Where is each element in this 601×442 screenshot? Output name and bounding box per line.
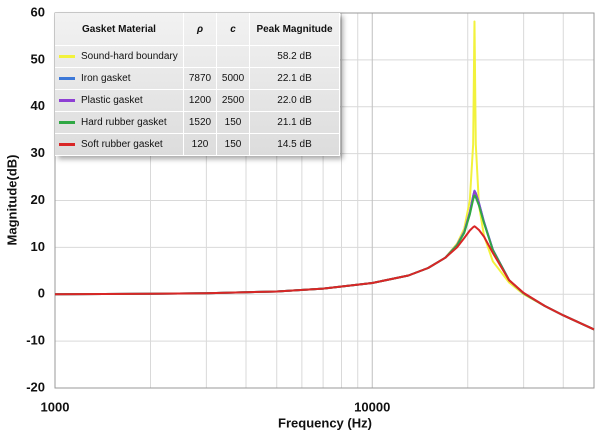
table-cell: 1520 [183, 111, 218, 134]
table-row: Plastic gasket 1200 2500 22.0 dB [55, 89, 340, 112]
table-cell [183, 45, 218, 68]
y-tick-label: 50 [31, 51, 45, 66]
y-tick-label: -20 [26, 379, 45, 394]
table-header: ρ [183, 13, 218, 46]
legend-label: Iron gasket [81, 73, 131, 84]
y-axis-title: Magnitude(dB) [4, 155, 19, 246]
y-tick-label: 60 [31, 4, 45, 19]
legend-swatch [59, 54, 75, 58]
legend-entry: Sound-hard boundary [55, 45, 184, 68]
table-cell: 1200 [183, 89, 218, 112]
table-header: Peak Magnitude [249, 13, 340, 46]
legend-entry: Soft rubber gasket [55, 133, 184, 156]
legend-swatch [59, 98, 75, 102]
table-row: Iron gasket 7870 5000 22.1 dB [55, 67, 340, 90]
table-cell: 14.5 dB [249, 133, 340, 156]
series-line [54, 194, 595, 331]
legend-entry: Hard rubber gasket [55, 111, 184, 134]
table-header: c [216, 13, 251, 46]
table-cell: 22.1 dB [249, 67, 340, 90]
table-cell: 120 [183, 133, 218, 156]
legend-swatch [59, 120, 75, 124]
table-cell: 22.0 dB [249, 89, 340, 112]
x-tick-label: 1000 [41, 399, 70, 414]
series-line [54, 189, 595, 331]
table-cell: 58.2 dB [249, 45, 340, 68]
y-tick-label: 10 [31, 239, 45, 254]
table-cell: 150 [216, 133, 251, 156]
x-tick-label: 10000 [354, 399, 390, 414]
table-cell [216, 45, 251, 68]
table-row: Sound-hard boundary 58.2 dB [55, 45, 340, 68]
x-axis-title: Frequency (Hz) [278, 415, 372, 430]
legend-label: Sound-hard boundary [81, 51, 178, 62]
legend-label: Soft rubber gasket [81, 139, 163, 150]
table-cell: 7870 [183, 67, 218, 90]
legend-table: Gasket Material ρ c Peak Magnitude Sound-har… [55, 13, 340, 156]
legend-swatch [59, 76, 75, 80]
legend-swatch [59, 142, 75, 146]
legend-entry: Iron gasket [55, 67, 184, 90]
series-line [54, 225, 595, 331]
table-row: Hard rubber gasket 1520 150 21.1 dB [55, 111, 340, 134]
legend-entry: Plastic gasket [55, 89, 184, 112]
y-tick-label: 30 [31, 145, 45, 160]
y-tick-label: 20 [31, 192, 45, 207]
table-cell: 5000 [216, 67, 251, 90]
y-tick-label: 40 [31, 98, 45, 113]
y-tick-label: -10 [26, 333, 45, 348]
table-cell: 150 [216, 111, 251, 134]
table-cell: 2500 [216, 89, 251, 112]
legend-label: Plastic gasket [81, 95, 143, 106]
table-cell: 21.1 dB [249, 111, 340, 134]
series-line [54, 190, 595, 331]
y-tick-label: 0 [38, 286, 45, 301]
table-header: Gasket Material [55, 13, 184, 46]
table-row: Soft rubber gasket 120 150 14.5 dB [55, 133, 340, 156]
legend-label: Hard rubber gasket [81, 117, 167, 128]
